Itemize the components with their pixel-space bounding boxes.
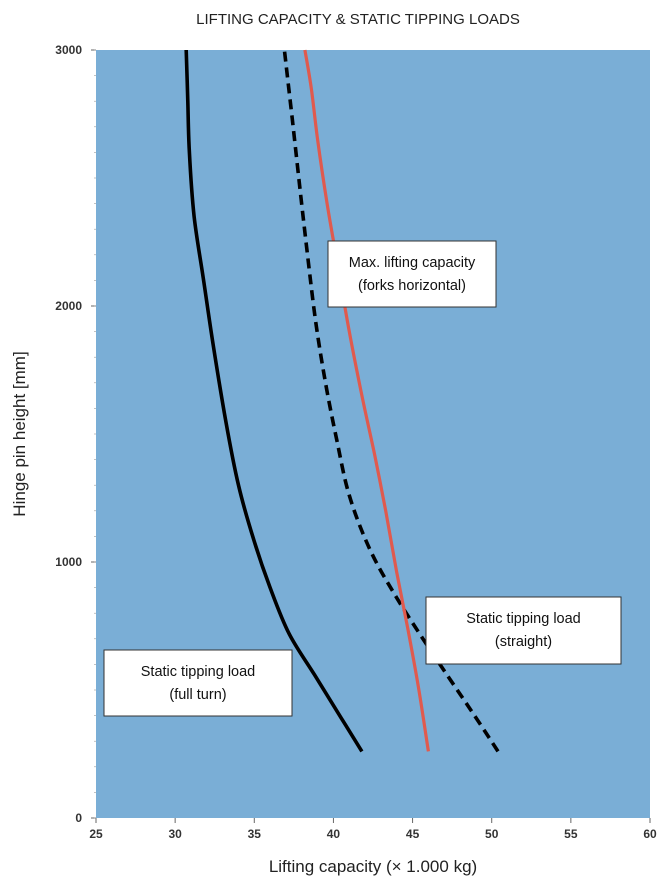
y-tick-label: 0 bbox=[75, 811, 82, 825]
x-tick-label: 25 bbox=[89, 827, 103, 841]
series-line-max-capacity bbox=[303, 49, 430, 752]
series-line-full-turn bbox=[184, 49, 364, 753]
x-axis-label: Lifting capacity (× 1.000 kg) bbox=[269, 857, 477, 876]
annotation-text: Max. lifting capacity bbox=[349, 255, 476, 271]
annotation-layer: Max. lifting capacity (forks horizontal) S… bbox=[103, 240, 622, 717]
x-tick-label: 40 bbox=[327, 827, 341, 841]
y-tick-label: 2000 bbox=[55, 299, 82, 313]
annotation-text: Static tipping load bbox=[141, 664, 255, 680]
annotation-text: Static tipping load bbox=[466, 611, 580, 627]
x-tick-label: 30 bbox=[168, 827, 182, 841]
annotation-text: (straight) bbox=[495, 634, 552, 650]
annotation-text: (forks horizontal) bbox=[358, 278, 466, 294]
annotation-text: (full turn) bbox=[169, 687, 226, 703]
y-tick-label: 1000 bbox=[55, 555, 82, 569]
x-tick-label: 45 bbox=[406, 827, 420, 841]
y-axis-label: Hinge pin height [mm] bbox=[10, 351, 29, 516]
annotation-full-turn: Static tipping load (full turn) bbox=[103, 649, 293, 717]
annotation-box bbox=[103, 649, 293, 717]
annotation-max-capacity: Max. lifting capacity (forks horizontal) bbox=[327, 240, 497, 308]
chart-title: LIFTING CAPACITY & STATIC TIPPING LOADS bbox=[196, 11, 520, 28]
annotation-box bbox=[327, 240, 497, 308]
axis-ticks: 25 30 35 40 45 50 55 60 0 1000 2000 3000 bbox=[55, 43, 657, 841]
x-tick-label: 35 bbox=[248, 827, 262, 841]
annotation-box bbox=[425, 596, 622, 665]
x-tick-label: 55 bbox=[564, 827, 578, 841]
y-tick-label: 3000 bbox=[55, 43, 82, 57]
annotation-straight: Static tipping load (straight) bbox=[425, 596, 622, 665]
x-tick-label: 60 bbox=[643, 827, 657, 841]
x-tick-label: 50 bbox=[485, 827, 499, 841]
